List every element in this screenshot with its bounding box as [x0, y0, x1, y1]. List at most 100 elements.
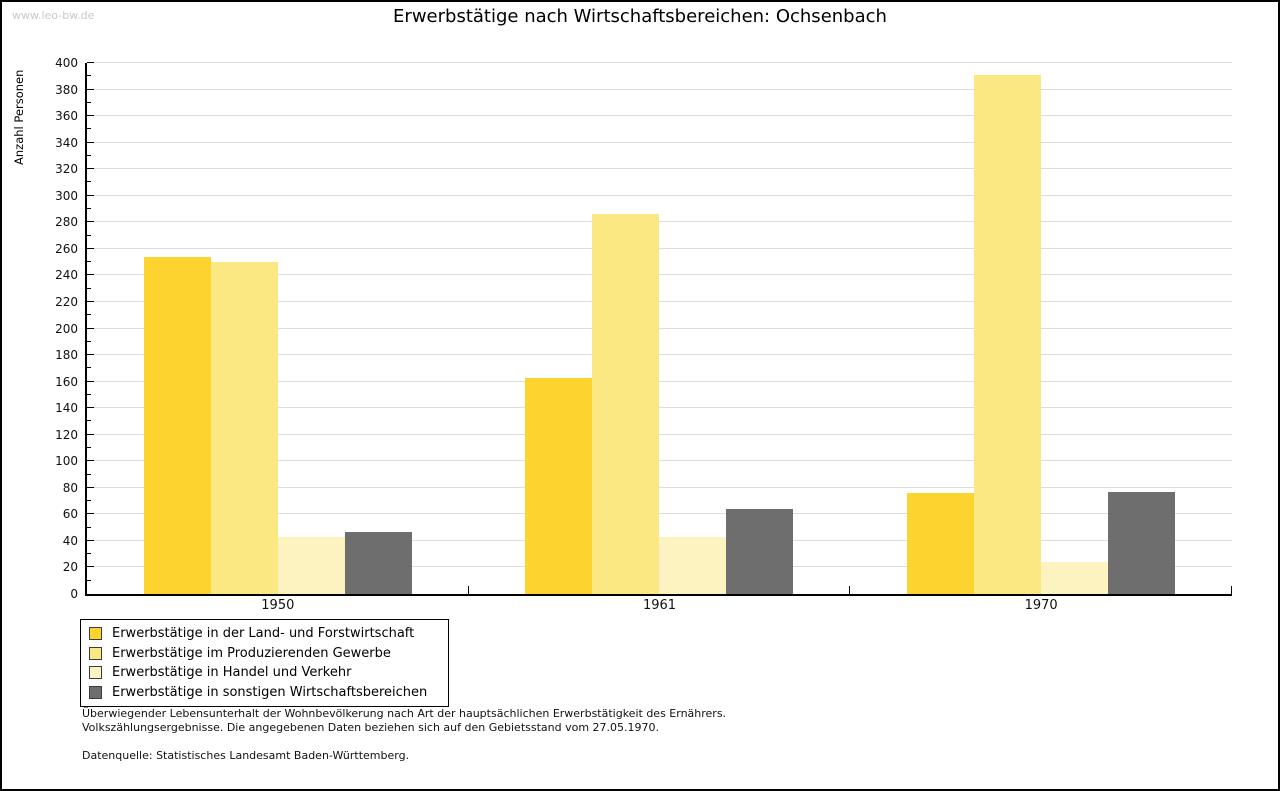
y-tick-label: 320	[55, 162, 78, 177]
gridline	[87, 460, 1232, 462]
legend-item: Erwerbstätige im Produzierenden Gewerbe	[89, 644, 440, 664]
y-tick-label: 360	[55, 109, 78, 124]
legend-swatch	[89, 666, 102, 680]
y-tick-label: 260	[55, 241, 78, 256]
y-major-tick	[87, 380, 94, 382]
y-minor-tick	[87, 367, 91, 369]
y-major-tick	[87, 433, 94, 435]
bar	[143, 256, 211, 594]
y-major-tick	[87, 141, 94, 143]
gridline	[87, 141, 1232, 143]
y-tick-label: 180	[55, 348, 78, 363]
y-tick-label: 0	[70, 587, 78, 601]
bar	[659, 536, 727, 594]
y-major-tick	[87, 194, 94, 196]
y-major-tick	[87, 566, 94, 568]
gridline	[87, 433, 1232, 435]
gridline	[87, 221, 1232, 223]
y-tick-label: 100	[55, 454, 78, 469]
y-minor-tick	[87, 500, 91, 502]
gridline	[87, 300, 1232, 302]
footnote-source: Datenquelle: Statistisches Landesamt Bad…	[82, 749, 410, 762]
y-tick-label: 340	[55, 135, 78, 150]
bar	[726, 509, 794, 594]
x-boundary-tick	[1231, 586, 1232, 594]
y-tick-label: 60	[62, 507, 78, 522]
gridline	[87, 274, 1232, 276]
legend-label: Erwerbstätige in Handel und Verkehr	[112, 665, 352, 681]
legend-swatch	[89, 646, 102, 660]
y-minor-tick	[87, 446, 91, 448]
watermark: www.leo-bw.de	[12, 9, 95, 22]
y-minor-tick	[87, 287, 91, 289]
y-major-tick	[87, 168, 94, 170]
y-minor-tick	[87, 181, 91, 183]
legend-swatch	[89, 627, 102, 641]
y-major-tick	[87, 327, 94, 329]
gridline	[87, 88, 1232, 90]
gridline	[87, 380, 1232, 382]
y-tick-label: 200	[55, 321, 78, 336]
plot-area: 0 20 40 60 80 100 120 140 160 180 200 220 240 260 280 3…	[55, 56, 1232, 613]
y-tick-label: 280	[55, 215, 78, 230]
y-major-tick	[87, 221, 94, 223]
legend-label: Erwerbstätige in der Land- und Forstwirt…	[112, 626, 415, 642]
y-major-tick	[87, 460, 94, 462]
gridline	[87, 486, 1232, 488]
y-tick-label: 140	[55, 401, 78, 416]
x-tick-label: 1961	[642, 598, 677, 613]
legend-item: Erwerbstätige in der Land- und Forstwirt…	[89, 624, 440, 644]
y-axis-title: Anzahl Personen	[12, 69, 26, 165]
y-major-tick	[87, 539, 94, 541]
y-major-tick	[87, 300, 94, 302]
legend-item: Erwerbstätige in sonstigen Wirtschaftsbe…	[89, 683, 440, 703]
y-minor-tick	[87, 393, 91, 395]
y-major-tick	[87, 486, 94, 488]
y-tick-label: 160	[55, 374, 78, 389]
bar-group	[850, 63, 1232, 594]
legend-item: Erwerbstätige in Handel und Verkehr	[89, 663, 440, 683]
y-major-tick	[87, 407, 94, 409]
bar	[344, 531, 412, 594]
y-tick-label: 400	[55, 56, 78, 70]
y-minor-tick	[87, 75, 91, 77]
y-minor-tick	[87, 261, 91, 263]
bar	[277, 536, 345, 594]
y-tick-label: 300	[55, 188, 78, 203]
x-boundary-tick	[467, 586, 469, 594]
bar-groups	[87, 63, 1232, 594]
y-minor-tick	[87, 473, 91, 475]
footnote-line-1: Überwiegender Lebensunterhalt der Wohnbe…	[82, 707, 727, 720]
y-major-tick	[87, 354, 94, 356]
y-minor-tick	[87, 579, 91, 581]
gridline	[87, 168, 1232, 170]
y-minor-tick	[87, 526, 91, 528]
gridline	[87, 115, 1232, 117]
bar	[1108, 491, 1176, 594]
y-major-tick	[87, 115, 94, 117]
bar	[974, 74, 1042, 594]
y-major-tick	[87, 513, 94, 515]
y-minor-tick	[87, 420, 91, 422]
y-minor-tick	[87, 553, 91, 555]
bar	[592, 214, 660, 594]
x-boundary-tick	[849, 586, 851, 594]
legend-swatch	[89, 685, 102, 699]
gridline	[87, 354, 1232, 356]
y-major-tick	[87, 62, 94, 63]
footnote-line-2: Volkszählungsergebnisse. Die angegebenen…	[82, 720, 660, 734]
y-minor-tick	[87, 128, 91, 130]
y-minor-tick	[87, 340, 91, 342]
y-tick-label: 240	[55, 268, 78, 283]
gridline	[87, 327, 1232, 329]
legend-label: Erwerbstätige in sonstigen Wirtschaftsbe…	[112, 684, 428, 700]
footnote-text: Überwiegender Lebensunterhalt der Wohnbe…	[82, 707, 726, 734]
y-minor-tick	[87, 208, 91, 210]
bar-group	[469, 63, 851, 594]
y-tick-label: 120	[55, 427, 78, 442]
gridline	[87, 62, 1232, 63]
y-tick-label: 220	[55, 294, 78, 309]
gridline	[87, 247, 1232, 249]
y-major-tick	[87, 274, 94, 276]
